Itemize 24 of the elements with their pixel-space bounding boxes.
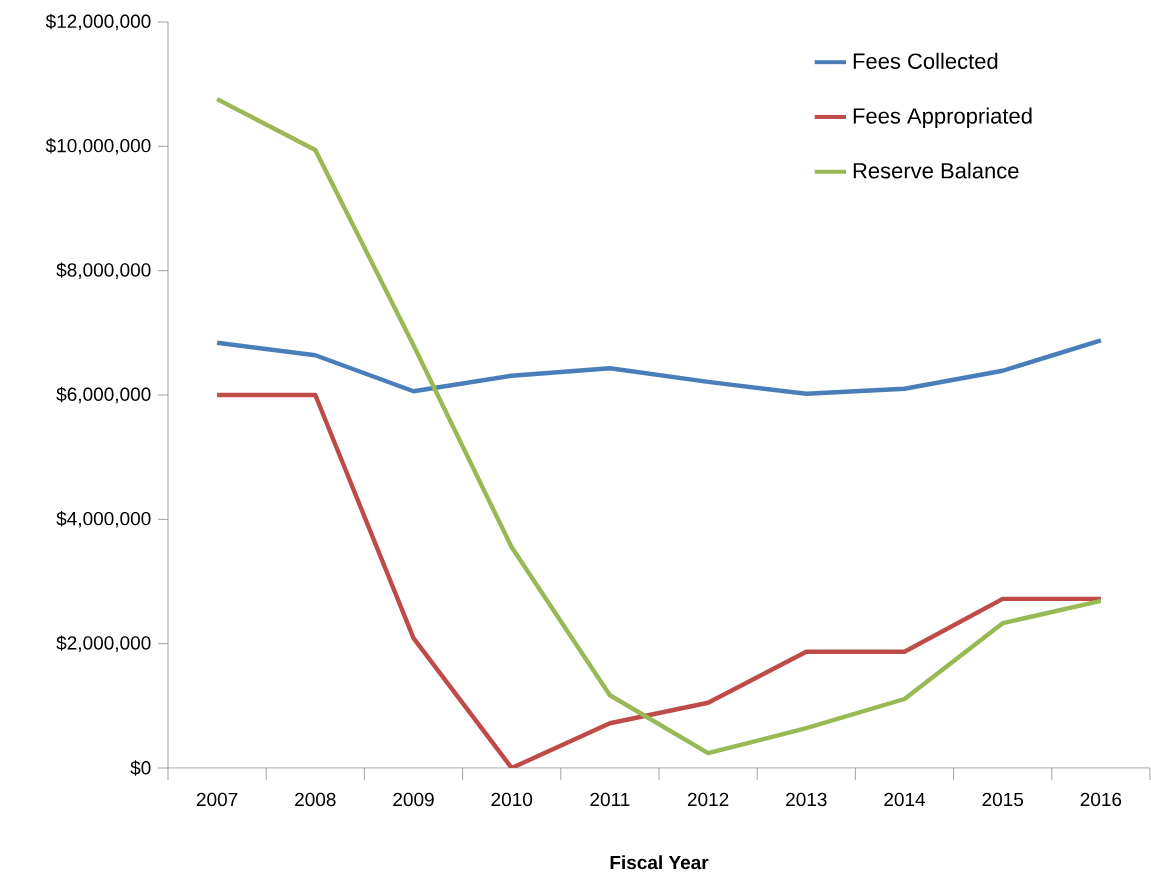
x-tick-label: 2009 xyxy=(393,792,434,807)
legend-label: Fees Collected xyxy=(853,52,998,69)
x-tick-label: 2015 xyxy=(982,792,1024,807)
x-tick-label: 2008 xyxy=(295,792,336,807)
y-tick-label: $12,000,000 xyxy=(45,13,151,31)
x-tick-label: 2012 xyxy=(687,792,729,807)
x-tick-label: 2013 xyxy=(786,792,827,807)
line-series xyxy=(214,338,1104,396)
y-tick-label: $6,000,000 xyxy=(56,386,151,404)
x-tick-label: 2014 xyxy=(884,792,926,807)
line-series xyxy=(214,96,1104,756)
y-tick-label: $0 xyxy=(130,760,151,776)
y-tick-label: $10,000,000 xyxy=(45,138,151,155)
y-tick-label: $2,000,000 xyxy=(56,635,151,652)
y-tick-label: $4,000,000 xyxy=(56,511,151,528)
y-tick-label: $8,000,000 xyxy=(56,262,151,279)
x-tick-label: 2016 xyxy=(1080,792,1122,807)
x-tick-label: 2010 xyxy=(491,792,533,807)
x-tick-label: 2011 xyxy=(590,792,630,807)
legend-label: Fees Appropriated xyxy=(853,107,1032,129)
line-series xyxy=(214,392,1104,768)
legend-label: Reserve Balance xyxy=(853,162,1019,179)
x-axis-title: Fiscal Year xyxy=(610,855,709,870)
x-tick-label: 2007 xyxy=(196,792,238,807)
